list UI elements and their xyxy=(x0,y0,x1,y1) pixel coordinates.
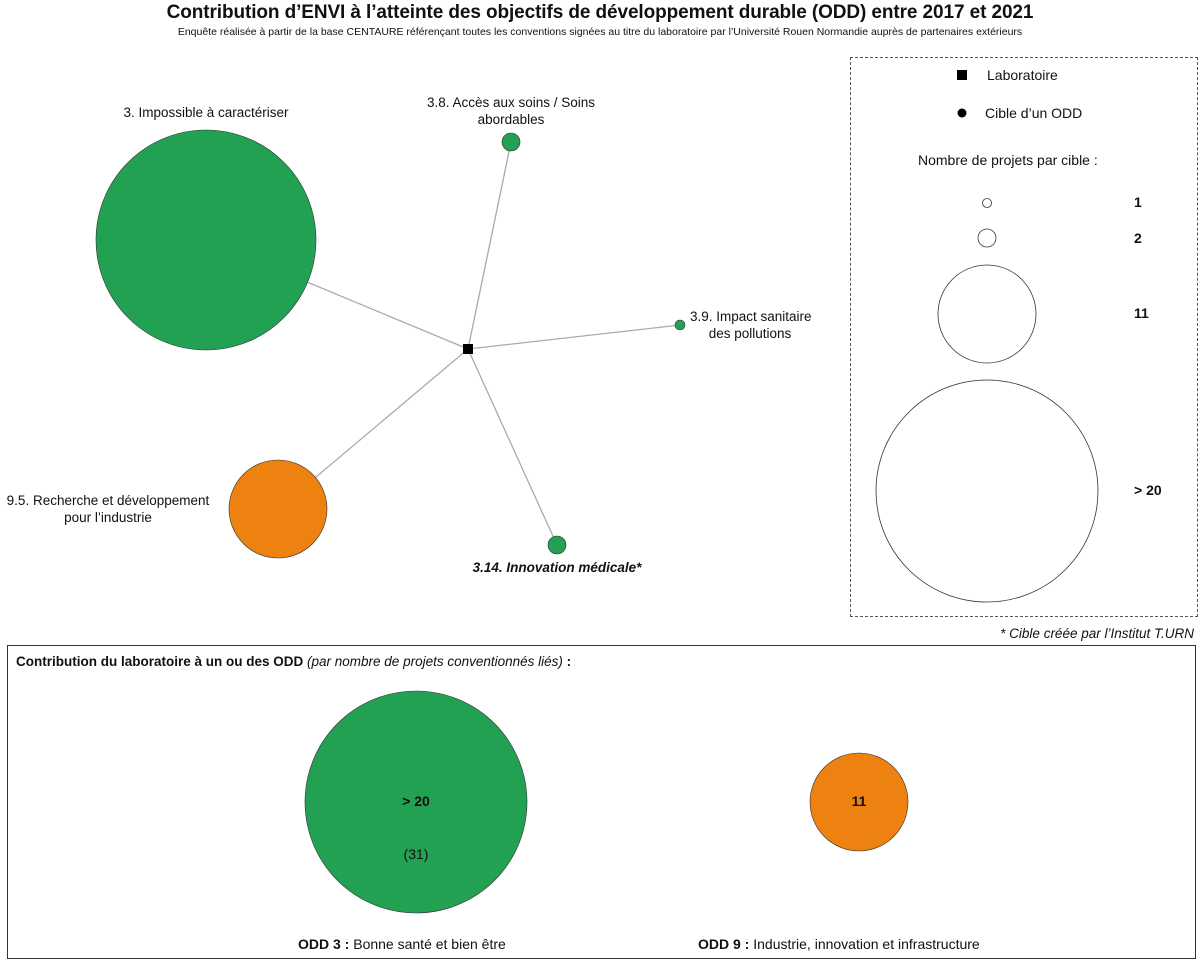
label-acces-soins: 3.8. Accès aux soins / Soins abordables xyxy=(411,94,611,128)
label-recherche-developpement: 9.5. Recherche et développement pour l’i… xyxy=(0,492,216,526)
odd3-value-label: > 20 xyxy=(402,793,430,809)
legend-box xyxy=(850,57,1198,617)
label-line: 3.9. Impact sanitaire xyxy=(690,309,812,324)
link-innovation xyxy=(467,348,558,546)
laboratory-square xyxy=(463,344,473,354)
link-impact xyxy=(467,324,681,350)
legend-target-dot-icon xyxy=(957,108,967,118)
label-line: pour l’industrie xyxy=(64,510,152,525)
node-recherche-developpement xyxy=(228,459,328,559)
panel-heading-bold: Contribution du laboratoire à un ou des … xyxy=(16,654,304,669)
legend-size-2-label: 2 xyxy=(1134,230,1142,246)
page-subtitle: Enquête réalisée à partir de la base CEN… xyxy=(177,26,1023,38)
label-impact-sanitaire: 3.9. Impact sanitaire des pollutions xyxy=(690,308,812,342)
panel-heading-italic: (par nombre de projets conventionnés lié… xyxy=(307,654,563,669)
label-line: 3.14. Innovation médicale* xyxy=(472,560,642,575)
odd-contribution-panel: Contribution du laboratoire à un ou des … xyxy=(7,645,1196,959)
legend-heading: Nombre de projets par cible : xyxy=(918,152,1098,168)
legend-size-20-circle xyxy=(875,379,1099,603)
label-line: abordables xyxy=(477,112,545,127)
node-impossible-caracteriser xyxy=(95,129,317,351)
footnote: * Cible créée par l’Institut T.URN xyxy=(1000,626,1194,641)
legend-size-11-circle xyxy=(937,264,1037,364)
odd9-value-label: 11 xyxy=(851,793,867,809)
legend-size-1-label: 1 xyxy=(1134,194,1142,210)
legend-size-20-label: > 20 xyxy=(1134,482,1162,498)
page-title: Contribution d’ENVI à l’atteinte des obj… xyxy=(166,2,1034,23)
node-innovation-medicale xyxy=(547,535,567,555)
panel-heading: Contribution du laboratoire à un ou des … xyxy=(16,654,571,669)
link-acces xyxy=(467,141,512,350)
legend-laboratoire-label: Laboratoire xyxy=(987,67,1058,83)
label-innovation-medicale: 3.14. Innovation médicale* xyxy=(457,559,657,576)
label-line: 3. Impossible à caractériser xyxy=(123,105,289,120)
odd9-caption-bold: ODD 9 : xyxy=(698,936,750,952)
legend-size-1-circle xyxy=(982,198,992,208)
node-impact-sanitaire xyxy=(674,319,686,331)
odd9-bubble xyxy=(809,752,909,852)
node-acces-soins xyxy=(501,132,521,152)
panel-heading-tail: : xyxy=(562,654,572,669)
legend-size-11-label: 11 xyxy=(1134,305,1149,321)
odd9-caption: ODD 9 : Industrie, innovation et infrast… xyxy=(698,936,980,952)
odd3-caption-rest: Bonne santé et bien être xyxy=(349,936,506,952)
label-impossible-caracteriser: 3. Impossible à caractériser xyxy=(106,104,306,121)
legend-cible-label: Cible d’un ODD xyxy=(985,105,1083,121)
odd9-caption-rest: Industrie, innovation et infrastructure xyxy=(749,936,980,952)
odd3-bubble xyxy=(304,690,528,914)
legend-size-2-circle xyxy=(977,228,997,248)
legend-lab-square-icon xyxy=(957,70,967,80)
label-line: des pollutions xyxy=(708,326,792,341)
label-line: 3.8. Accès aux soins / Soins xyxy=(426,95,596,110)
odd3-exact-count: (31) xyxy=(403,846,429,862)
odd3-caption-bold: ODD 3 : xyxy=(298,936,350,952)
label-line: 9.5. Recherche et développement xyxy=(6,493,210,508)
odd3-caption: ODD 3 : Bonne santé et bien être xyxy=(298,936,506,952)
